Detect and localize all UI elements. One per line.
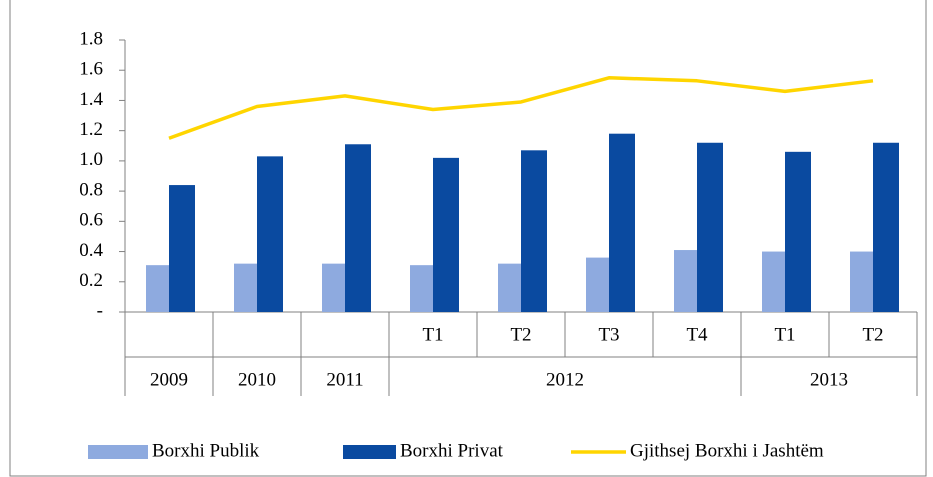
y-tick-label: 0.8: [79, 179, 103, 200]
bar: [762, 251, 786, 312]
group-label: 2012: [546, 369, 584, 390]
bar: [521, 150, 547, 312]
x-tick-label: T1: [422, 324, 443, 345]
bar: [234, 263, 258, 312]
line: [168, 76, 874, 140]
x-tick-label: T4: [686, 324, 708, 345]
bar: [433, 157, 459, 312]
legend-swatch: [88, 445, 148, 459]
y-tick-label: 1.8: [79, 28, 103, 49]
bar: [345, 144, 371, 312]
bar: [169, 185, 195, 312]
legend-label: Borxhi Publik: [152, 440, 260, 461]
group-label: 2011: [326, 369, 363, 390]
x-tick-label: T2: [510, 324, 531, 345]
bar: [410, 265, 434, 312]
bar: [322, 263, 346, 312]
bar: [850, 251, 874, 312]
y-tick-label: 0.2: [79, 270, 103, 291]
group-label: 2013: [810, 369, 848, 390]
bar: [674, 250, 698, 312]
bar: [586, 257, 610, 312]
bar: [609, 133, 635, 312]
frame: [9, 0, 927, 477]
group-label: 2009: [150, 369, 188, 390]
group-label: 2010: [238, 369, 276, 390]
legend-label: Gjithsej Borxhi i Jashtëm: [630, 440, 824, 461]
y-tick-label: 1.6: [79, 59, 103, 80]
y-tick-label: 1.0: [79, 149, 103, 170]
y-tick-label: 1.2: [79, 119, 103, 140]
x-tick-label: T2: [862, 324, 883, 345]
bar: [873, 142, 899, 312]
y-tick-label: 1.4: [79, 89, 103, 110]
x-tick-label: T1: [774, 324, 795, 345]
x-tick-label: T3: [598, 324, 619, 345]
bar: [785, 151, 811, 312]
bar: [498, 263, 522, 312]
y-tick-label: 0.4: [79, 240, 103, 261]
bar: [146, 265, 170, 312]
legend-label: Borxhi Privat: [400, 440, 504, 461]
bar: [697, 142, 723, 312]
bar: [257, 156, 283, 312]
y-tick-label: -: [97, 300, 103, 321]
legend-swatch: [343, 445, 396, 459]
y-tick-label: 0.6: [79, 210, 103, 231]
